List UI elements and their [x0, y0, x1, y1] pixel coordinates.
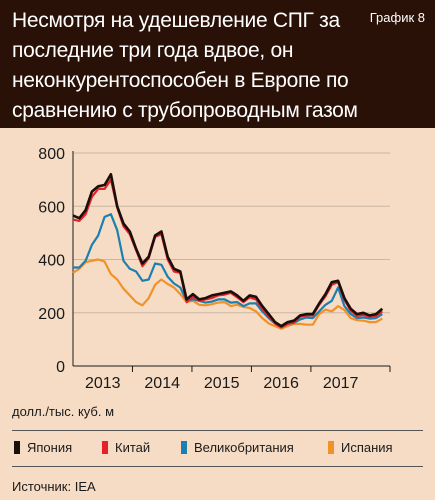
- tick-labels: 0 200 400 600 800 2013 2014 2015 2016 2017: [38, 146, 358, 392]
- legend: Япония Китай Великобритания Испания: [12, 438, 423, 460]
- series-lines: [72, 172, 384, 330]
- x-tick-label: 2015: [204, 375, 240, 392]
- y-tick-label: 600: [38, 199, 65, 216]
- legend-swatch-uk: [181, 441, 187, 454]
- series-line-japan: [72, 172, 384, 328]
- legend-label-spain: Испания: [341, 440, 393, 455]
- legend-item-japan: Япония: [14, 440, 72, 455]
- line-chart: 0 200 400 600 800 2013 2014 2015 2016 2017: [38, 146, 391, 392]
- header-banner: Несмотря на удешевление СПГ за последние…: [0, 0, 435, 128]
- legend-bottom-rule: [12, 466, 423, 467]
- legend-top-rule: [12, 430, 423, 431]
- units-label: долл./тыс. куб. м: [12, 404, 115, 419]
- series-line-spain: [72, 258, 383, 330]
- y-tick-label: 200: [38, 306, 65, 323]
- source-note: Источник: IEA: [12, 479, 96, 494]
- x-tick-label: 2013: [85, 375, 121, 392]
- chart-title: Несмотря на удешевление СПГ за последние…: [12, 9, 358, 122]
- x-tick-label: 2014: [144, 375, 180, 392]
- legend-item-uk: Великобритания: [181, 440, 294, 455]
- legend-label-uk: Великобритания: [194, 440, 294, 455]
- legend-label-china: Китай: [115, 440, 151, 455]
- legend-swatch-china: [102, 441, 108, 454]
- grid: [73, 152, 390, 314]
- legend-swatch-spain: [328, 441, 334, 454]
- axes: [72, 151, 391, 372]
- legend-item-china: Китай: [102, 440, 150, 455]
- figure-label: График 8: [369, 10, 425, 25]
- y-tick-label: 800: [38, 146, 65, 163]
- y-tick-label: 0: [56, 359, 65, 376]
- y-tick-label: 400: [38, 253, 65, 270]
- legend-swatch-japan: [14, 441, 20, 454]
- x-tick-label: 2017: [323, 375, 359, 392]
- x-tick-label: 2016: [263, 375, 299, 392]
- legend-label-japan: Япония: [27, 440, 73, 455]
- series-line-uk: [73, 213, 383, 329]
- legend-item-spain: Испания: [328, 440, 393, 455]
